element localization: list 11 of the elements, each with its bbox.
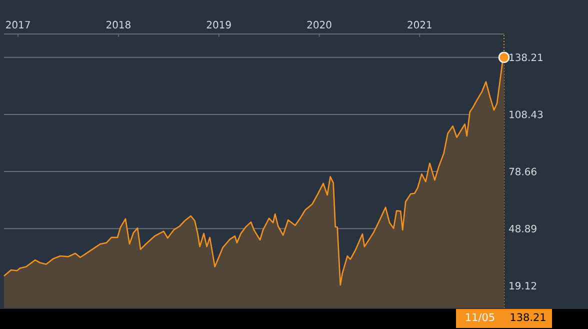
y-tick-label: 48.89	[509, 224, 536, 232]
x-tick-label: 2018	[106, 20, 130, 28]
y-tick-label: 19.12	[510, 282, 536, 290]
x-tick-label: 2019	[206, 20, 231, 28]
y-tick-label: 78.66	[509, 168, 536, 176]
x-tick-label: 2021	[408, 20, 432, 28]
x-tick-label: 2017	[6, 20, 30, 28]
text: 11/05	[466, 313, 494, 322]
y-tick-label: 138.21	[510, 54, 542, 62]
x-tick-label: 2020	[307, 20, 332, 28]
y-tick-label: 108.43	[510, 110, 543, 118]
